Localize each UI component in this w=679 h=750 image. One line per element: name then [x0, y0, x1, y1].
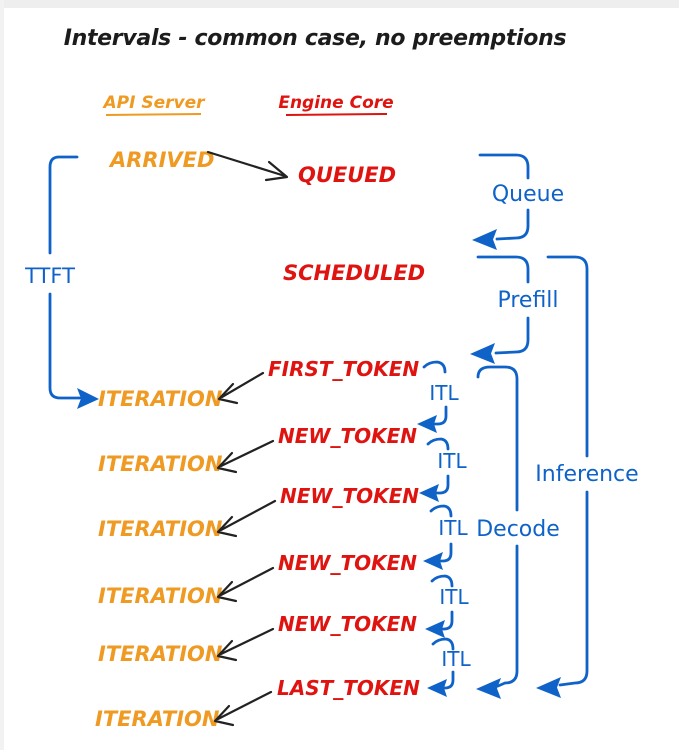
engine-core-header: Engine Core	[278, 93, 393, 113]
event-iteration-1: ITERATION	[98, 387, 223, 411]
event-arrived: ARRIVED	[108, 148, 214, 172]
event-iteration-3: ITERATION	[98, 517, 223, 541]
prefill-arrowhead	[470, 343, 495, 364]
interval-decode-label: Decode	[476, 517, 560, 542]
itl-2-hook	[426, 437, 450, 451]
event-first-token: FIRST_TOKEN	[268, 357, 419, 381]
event-last-token: LAST_TOKEN	[277, 676, 420, 700]
event-iteration-2: ITERATION	[98, 452, 223, 476]
itl-3-return-line	[437, 542, 453, 563]
column-headers: API Server Engine Core	[101, 93, 394, 116]
prefill-bracket-top	[476, 255, 530, 284]
prefill-bracket-bottom	[494, 316, 530, 355]
black-transition-arrows	[206, 150, 289, 727]
decode-bracket-top	[476, 365, 519, 512]
itl-marker-5: ITL	[427, 637, 471, 697]
itl-marker-4: ITL	[425, 574, 469, 638]
itl-5-return-line	[439, 670, 455, 690]
itl-5-hook	[431, 637, 455, 651]
decode-bracket: Decode	[476, 365, 560, 699]
queue-arrowhead	[472, 229, 497, 250]
itl-4-hook	[430, 574, 454, 588]
itl-5-arrowhead	[427, 679, 447, 697]
ttft-bracket-top	[48, 155, 79, 255]
decode-bracket-bottom	[496, 544, 519, 688]
inference-arrowhead	[536, 677, 561, 698]
decode-arrowhead	[476, 678, 501, 699]
event-queued: QUEUED	[298, 163, 396, 187]
itl-3-arrowhead	[423, 552, 443, 570]
event-iteration-5: ITERATION	[98, 642, 223, 666]
itl-4-label: ITL	[439, 585, 469, 609]
itl-1-return-line	[432, 405, 448, 426]
arrow-new-token-1-to-iteration	[216, 439, 275, 474]
page-title: Intervals - common case, no preemptions	[64, 26, 567, 51]
itl-1-hook	[422, 360, 447, 374]
itl-markers: ITL ITL ITL ITL ITL	[417, 360, 471, 697]
event-iteration-6: ITERATION	[95, 707, 220, 731]
event-new-token-4: NEW_TOKEN	[278, 612, 417, 636]
ttft-arrowhead	[77, 388, 99, 409]
api-event-labels: ARRIVED ITERATION ITERATION ITERATION IT…	[95, 148, 223, 731]
api-server-underline	[105, 113, 202, 116]
api-server-header: API Server	[101, 93, 206, 113]
itl-1-arrowhead	[417, 415, 437, 433]
event-new-token-3: NEW_TOKEN	[278, 551, 417, 575]
ttft-bracket-bottom	[48, 292, 82, 400]
window-top-edge	[0, 0, 679, 8]
itl-marker-2: ITL	[419, 437, 467, 502]
interval-prefill-label: Prefill	[497, 288, 558, 313]
event-new-token-2: NEW_TOKEN	[280, 484, 419, 508]
engine-event-labels: QUEUED SCHEDULED FIRST_TOKEN NEW_TOKEN N…	[268, 163, 425, 700]
event-new-token-1: NEW_TOKEN	[278, 424, 417, 448]
queue-bracket: Queue	[472, 153, 564, 250]
queue-bracket-bottom	[495, 208, 530, 241]
event-scheduled: SCHEDULED	[283, 261, 425, 285]
itl-marker-1: ITL	[417, 360, 459, 433]
itl-2-arrowhead	[419, 484, 439, 502]
arrow-new-token-2-to-iteration	[216, 499, 277, 538]
itl-4-arrowhead	[425, 620, 445, 638]
queue-bracket-top	[478, 153, 530, 180]
inference-bracket-top	[546, 255, 589, 458]
arrow-new-token-4-to-iteration	[216, 627, 275, 662]
window-left-edge	[0, 0, 4, 750]
interval-queue-label: Queue	[492, 182, 564, 207]
interval-ttft-label: TTFT	[24, 264, 75, 288]
itl-3-label: ITL	[438, 516, 468, 540]
itl-3-hook	[429, 504, 453, 518]
inference-bracket: Inference	[535, 255, 639, 698]
interval-inference-label: Inference	[535, 462, 638, 487]
itl-marker-3: ITL	[423, 504, 468, 570]
itl-2-return-line	[434, 474, 450, 495]
itl-1-label: ITL	[429, 381, 459, 405]
ttft-bracket: TTFT	[24, 155, 99, 409]
inference-bracket-bottom	[558, 490, 589, 687]
arrow-last-token-to-iteration	[213, 690, 273, 727]
arrow-first-token-to-iteration	[217, 371, 265, 405]
arrow-new-token-3-to-iteration	[216, 566, 275, 603]
itl-2-label: ITL	[437, 449, 467, 473]
engine-core-underline	[285, 113, 388, 116]
event-iteration-4: ITERATION	[98, 584, 223, 608]
prefill-bracket: Prefill	[470, 255, 559, 364]
itl-4-return-line	[438, 610, 454, 631]
itl-5-label: ITL	[441, 647, 471, 671]
arrow-arrived-to-queued	[206, 150, 289, 182]
